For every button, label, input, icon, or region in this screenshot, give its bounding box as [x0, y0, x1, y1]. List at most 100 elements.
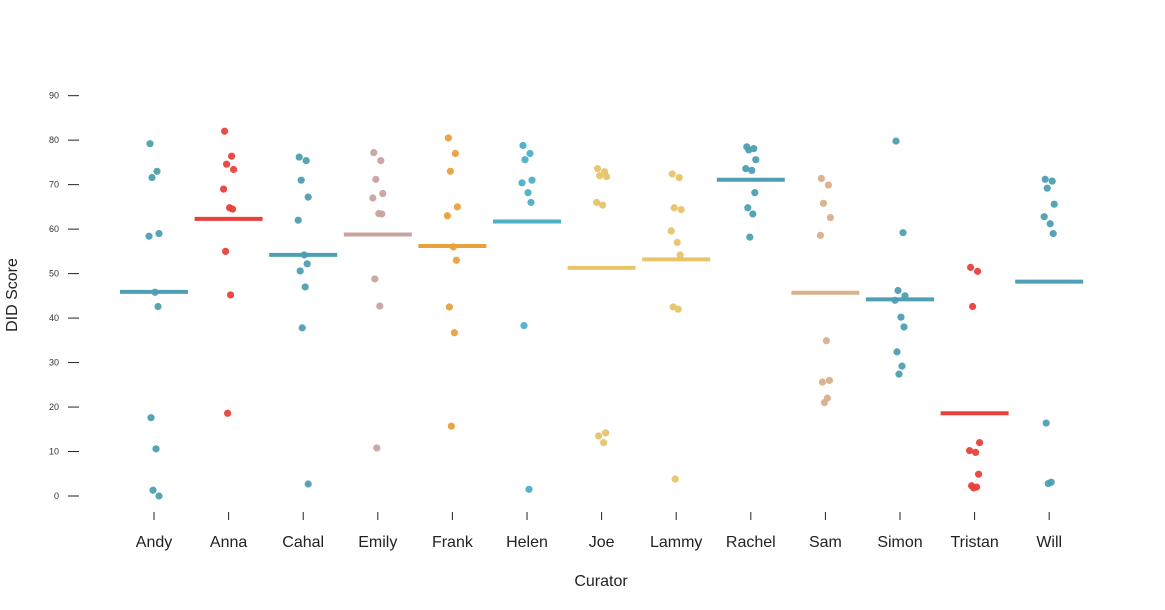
- data-point: [901, 292, 909, 300]
- y-tick-label: 10: [49, 447, 59, 457]
- data-point: [222, 247, 230, 255]
- data-point: [668, 170, 676, 178]
- data-point: [820, 398, 829, 407]
- data-point: [825, 376, 834, 384]
- data-point: [895, 370, 903, 378]
- data-point: [300, 251, 308, 259]
- data-point: [967, 263, 975, 271]
- data-point: [969, 302, 977, 311]
- data-point: [153, 167, 161, 175]
- data-point: [675, 173, 683, 182]
- data-point: [372, 175, 380, 183]
- data-point: [818, 378, 827, 386]
- data-point: [674, 305, 682, 313]
- data-point: [295, 153, 303, 161]
- data-point: [228, 152, 236, 160]
- data-point: [1041, 175, 1049, 183]
- data-point: [526, 149, 534, 158]
- data-point: [229, 205, 237, 213]
- data-point: [304, 480, 312, 488]
- data-point: [449, 243, 457, 251]
- data-point: [819, 199, 828, 207]
- y-tick-label: 90: [49, 91, 59, 101]
- data-point: [151, 288, 159, 296]
- data-point: [301, 283, 309, 291]
- data-point: [600, 439, 608, 447]
- data-point: [1050, 200, 1058, 208]
- data-point: [155, 492, 163, 500]
- data-point: [443, 212, 451, 220]
- data-point: [518, 179, 526, 187]
- data-point: [900, 323, 908, 331]
- data-point: [376, 302, 384, 310]
- data-point: [528, 176, 536, 184]
- y-tick-label: 80: [49, 135, 59, 145]
- data-point: [603, 173, 611, 181]
- data-point: [373, 444, 381, 452]
- data-point: [752, 156, 760, 164]
- data-point: [972, 448, 980, 457]
- mean-lines: [120, 177, 1084, 416]
- data-point: [1044, 479, 1052, 488]
- data-point: [370, 149, 378, 157]
- data-point: [745, 146, 753, 154]
- data-point: [303, 260, 311, 268]
- data-point: [899, 229, 907, 237]
- data-point: [227, 291, 235, 299]
- data-point: [149, 486, 157, 494]
- data-point: [447, 422, 455, 430]
- y-axis-title: DID Score: [4, 258, 21, 332]
- data-point: [519, 141, 527, 150]
- x-tick-label: Rachel: [726, 534, 776, 551]
- data-point: [527, 198, 535, 207]
- data-point: [378, 210, 386, 218]
- data-points: [145, 127, 1058, 500]
- data-point: [676, 251, 684, 259]
- data-point: [369, 194, 377, 202]
- data-point: [1046, 220, 1054, 228]
- data-point: [816, 231, 825, 239]
- data-point: [294, 216, 302, 224]
- data-point: [451, 149, 459, 158]
- data-point: [220, 185, 228, 193]
- data-point: [898, 362, 906, 370]
- data-point: [596, 172, 604, 180]
- data-point: [1043, 184, 1051, 192]
- data-point: [450, 329, 458, 337]
- data-point: [147, 414, 155, 422]
- data-point: [1049, 229, 1057, 238]
- data-point: [744, 204, 752, 212]
- data-point: [520, 322, 528, 330]
- data-point: [894, 286, 902, 295]
- data-point: [224, 409, 232, 417]
- data-point: [377, 157, 385, 165]
- data-point: [444, 134, 452, 142]
- x-tick-label: Sam: [809, 534, 842, 551]
- data-point: [974, 267, 982, 275]
- data-point: [966, 447, 974, 455]
- data-point: [146, 140, 154, 148]
- data-point: [976, 439, 984, 447]
- x-tick-label: Tristan: [950, 534, 998, 551]
- data-point: [379, 189, 387, 198]
- data-point: [970, 484, 978, 492]
- data-point: [667, 227, 675, 235]
- x-tick-label: Frank: [432, 534, 474, 551]
- data-point: [297, 176, 305, 184]
- data-point: [595, 432, 603, 440]
- data-point: [748, 166, 756, 175]
- y-axis: 0 10 20 30 40 50 60 70 80 90: [49, 91, 79, 501]
- data-point: [446, 167, 454, 175]
- data-point: [452, 256, 460, 264]
- data-point: [593, 198, 601, 207]
- x-tick-label: Helen: [506, 534, 548, 551]
- data-point: [152, 445, 160, 453]
- x-axis: Andy Anna Cahal Emily Frank Helen Joe Lammy Rach…: [136, 512, 1062, 551]
- data-point: [677, 205, 685, 214]
- x-axis-title: Curator: [574, 573, 628, 590]
- data-point: [302, 157, 310, 165]
- y-tick-label: 60: [49, 224, 59, 234]
- data-point: [892, 137, 900, 145]
- data-point: [1040, 213, 1048, 221]
